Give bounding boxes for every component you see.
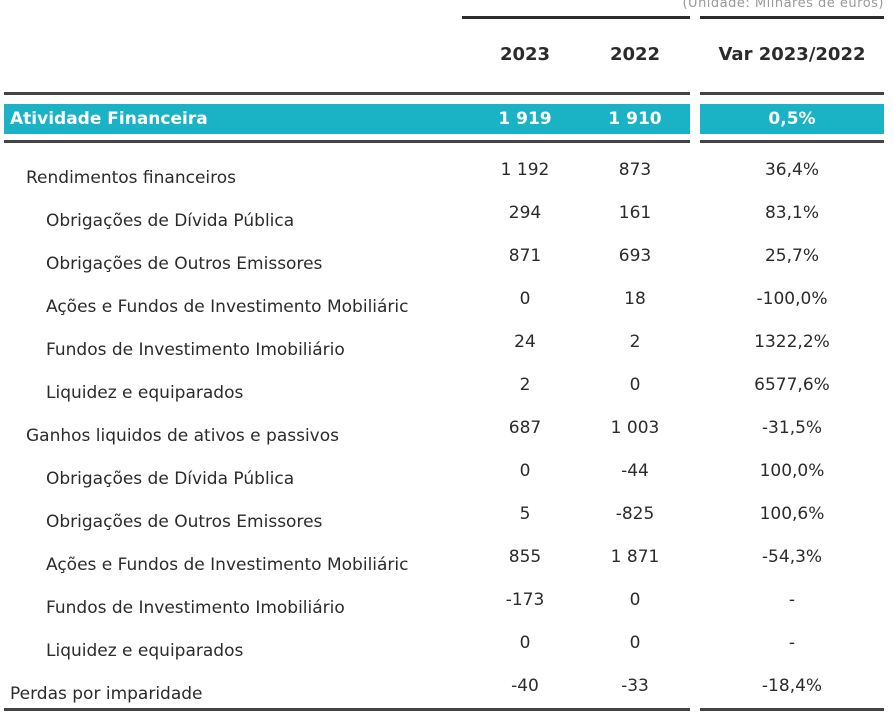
value-variation: 1322,2% <box>754 332 830 352</box>
row-label: Perdas por imparidade <box>10 684 203 704</box>
header-rule <box>700 92 884 95</box>
row-label: Obrigações de Dívida Pública <box>46 469 295 489</box>
row-label: Ações e Fundos de Investimento Mobiliári… <box>46 555 409 575</box>
header-2022: 2022 <box>609 44 661 65</box>
value-2022: 2 <box>629 332 641 352</box>
total-label: Atividade Financeira <box>10 109 208 129</box>
header-2023: 2023 <box>499 44 551 65</box>
value-2022: 1 003 <box>610 418 660 438</box>
table-row: Ações e Fundos de Investimento Mobiliári… <box>0 537 894 580</box>
value-2022: 0 <box>629 375 641 395</box>
total-2023: 1 919 <box>498 109 552 129</box>
table-row: Ganhos liquidos de ativos e passivos 687… <box>0 408 894 451</box>
top-rule <box>462 16 690 19</box>
unit-note: (Unidade: Milhares de euros) <box>682 0 884 11</box>
value-variation: 100,0% <box>759 461 825 481</box>
value-2023: 5 <box>519 504 531 524</box>
row-label: Rendimentos financeiros <box>26 168 236 188</box>
table-row: Fundos de Investimento Imobiliário -173 … <box>0 580 894 623</box>
total-variation: 0,5% <box>768 109 816 129</box>
table-header: 2023 2022 Var 2023/2022 <box>0 44 894 84</box>
row-label: Ganhos liquidos de ativos e passivos <box>26 426 339 446</box>
row-label: Ações e Fundos de Investimento Mobiliári… <box>46 297 409 317</box>
total-band <box>4 104 690 134</box>
value-variation: - <box>788 590 796 610</box>
value-variation: 100,6% <box>759 504 825 524</box>
table-row: Liquidez e equiparados 2 0 6577,6% <box>0 365 894 408</box>
value-2023: 24 <box>514 332 536 352</box>
bottom-rule <box>4 708 690 711</box>
table-row: Ações e Fundos de Investimento Mobiliári… <box>0 279 894 322</box>
value-2023: 687 <box>508 418 542 438</box>
row-label: Obrigações de Outros Emissores <box>46 254 323 274</box>
value-2023: 294 <box>508 203 542 223</box>
row-label: Obrigações de Outros Emissores <box>46 512 323 532</box>
value-2022: 873 <box>618 160 652 180</box>
value-2023: 855 <box>508 547 542 567</box>
table-row: Obrigações de Dívida Pública 0 -44 100,0… <box>0 451 894 494</box>
value-2023: 0 <box>519 461 531 481</box>
value-2022: 161 <box>618 203 652 223</box>
value-2022: -44 <box>621 461 649 481</box>
row-label: Liquidez e equiparados <box>46 383 244 403</box>
value-2022: -33 <box>621 676 649 696</box>
table-row: Perdas por imparidade -40 -33 -18,4% <box>0 666 894 709</box>
value-2023: 871 <box>508 246 542 266</box>
row-label: Fundos de Investimento Imobiliário <box>46 598 345 618</box>
value-variation: -54,3% <box>761 547 823 567</box>
table-row: Fundos de Investimento Imobiliário 24 2 … <box>0 322 894 365</box>
table-row: Rendimentos financeiros 1 192 873 36,4% <box>0 150 894 193</box>
table-row: Obrigações de Dívida Pública 294 161 83,… <box>0 193 894 236</box>
value-2022: 0 <box>629 590 641 610</box>
header-rule <box>4 92 690 95</box>
top-rule <box>700 16 884 19</box>
row-label: Liquidez e equiparados <box>46 641 244 661</box>
value-variation: 6577,6% <box>754 375 830 395</box>
row-label: Obrigações de Dívida Pública <box>46 211 295 231</box>
value-variation: - <box>788 633 796 653</box>
value-variation: -31,5% <box>761 418 823 438</box>
value-variation: -18,4% <box>761 676 823 696</box>
value-2022: 18 <box>624 289 646 309</box>
value-2023: -173 <box>505 590 545 610</box>
value-2022: -825 <box>615 504 655 524</box>
value-2022: 1 871 <box>610 547 660 567</box>
value-2023: 1 192 <box>500 160 550 180</box>
value-2022: 693 <box>618 246 652 266</box>
value-2022: 0 <box>629 633 641 653</box>
table-row: Obrigações de Outros Emissores 5 -825 10… <box>0 494 894 537</box>
value-2023: 2 <box>519 375 531 395</box>
band-rule <box>700 140 884 143</box>
value-2023: 0 <box>519 289 531 309</box>
table-row: Obrigações de Outros Emissores 871 693 2… <box>0 236 894 279</box>
header-variation: Var 2023/2022 <box>718 44 866 65</box>
value-2023: 0 <box>519 633 531 653</box>
band-rule <box>4 140 690 143</box>
value-variation: 83,1% <box>764 203 819 223</box>
table-row: Liquidez e equiparados 0 0 - <box>0 623 894 666</box>
value-variation: -100,0% <box>756 289 828 309</box>
bottom-rule <box>700 708 884 711</box>
value-variation: 36,4% <box>764 160 819 180</box>
value-variation: 25,7% <box>764 246 819 266</box>
value-2023: -40 <box>511 676 539 696</box>
row-label: Fundos de Investimento Imobiliário <box>46 340 345 360</box>
total-2022: 1 910 <box>608 109 662 129</box>
total-band <box>700 104 884 134</box>
